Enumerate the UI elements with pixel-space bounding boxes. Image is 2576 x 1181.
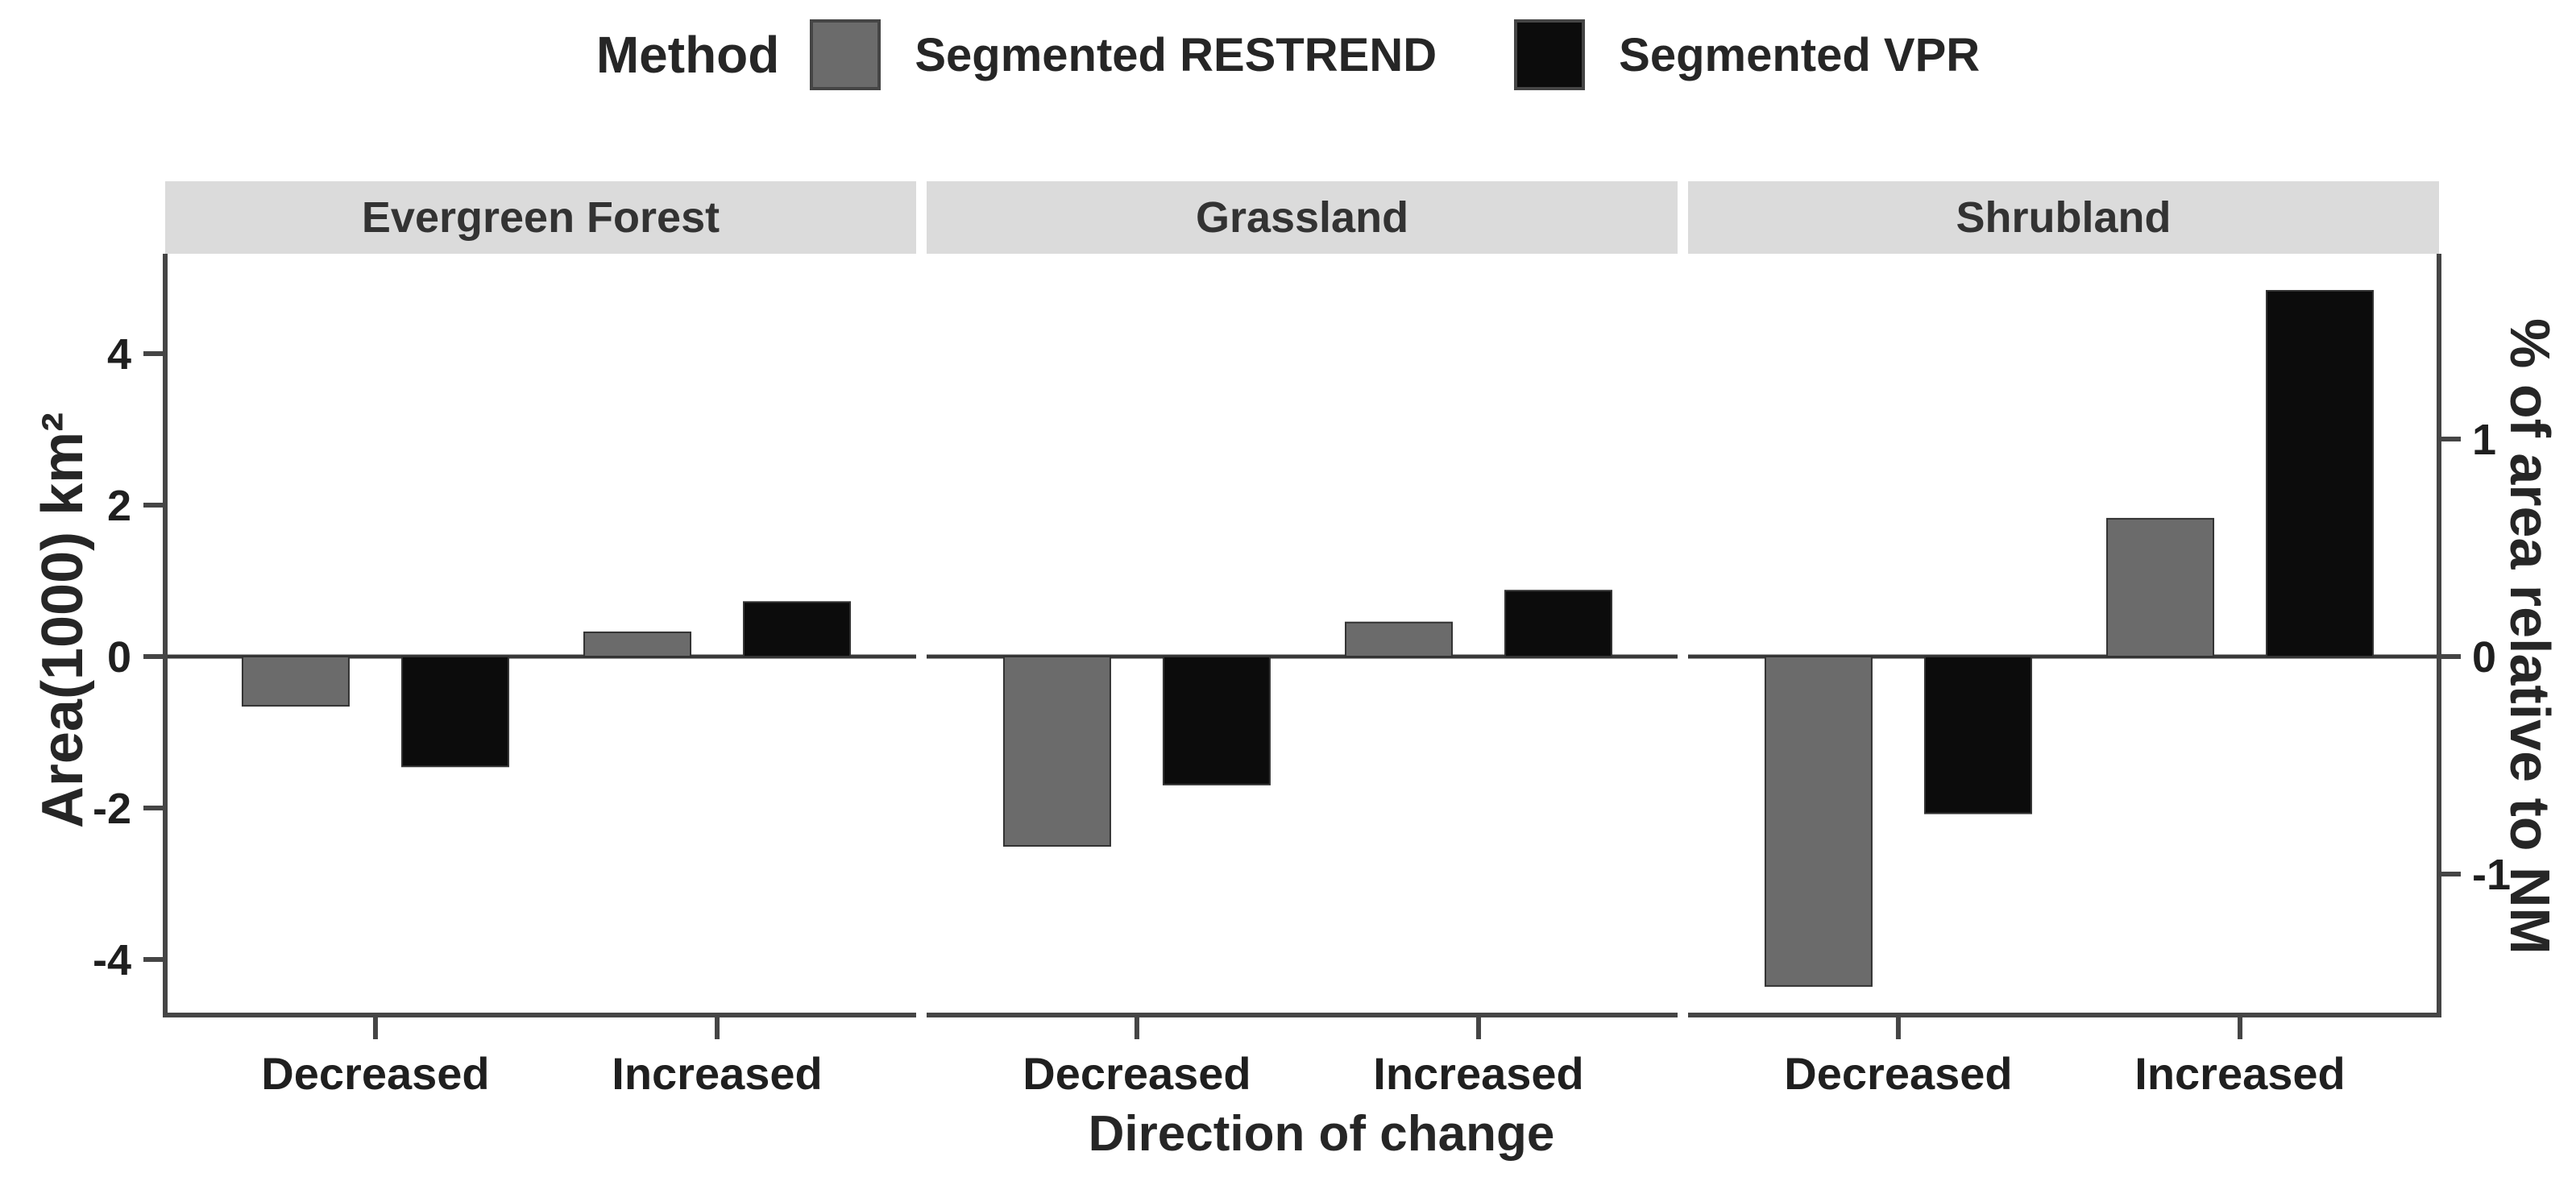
x-tick-label: Decreased <box>1023 1048 1251 1099</box>
bar-grassland-decreased-vpr <box>1162 656 1271 785</box>
bar-evergreen-forest-decreased-restrend <box>241 656 350 707</box>
zero-line <box>165 654 916 659</box>
right-tick-mark <box>2441 437 2461 441</box>
y-tick-label: 4 <box>107 330 131 379</box>
zero-line <box>927 654 1678 659</box>
x-axis-line <box>165 1013 916 1017</box>
bar-grassland-increased-vpr <box>1504 590 1613 657</box>
facet-strip-shrubland: Shrubland <box>1688 181 2439 254</box>
right-tick-label: -1 <box>2472 851 2511 899</box>
x-axis-line <box>927 1013 1678 1017</box>
y-tick-label: 0 <box>107 633 131 682</box>
x-tick-mark <box>1476 1017 1482 1039</box>
legend-swatch-vpr-icon <box>1514 19 1586 90</box>
x-tick-label: Decreased <box>261 1048 489 1099</box>
secondary-y-axis-title: % of area relative to NM <box>2499 318 2561 955</box>
y-tick-mark <box>143 503 163 508</box>
facet-label: Evergreen Forest <box>361 193 720 242</box>
legend-swatch-restrend-icon <box>810 19 881 90</box>
facet-label: Grassland <box>1195 193 1409 242</box>
x-tick-label: Increased <box>612 1048 823 1099</box>
x-tick-mark <box>2238 1017 2243 1039</box>
y-tick-mark <box>143 654 163 659</box>
x-axis-title: Direction of change <box>1088 1106 1555 1162</box>
x-tick-label: Decreased <box>1784 1048 2012 1099</box>
left-axis-line <box>163 254 168 1017</box>
facet-strip-grassland: Grassland <box>927 181 1678 254</box>
legend-title: Method <box>595 26 780 84</box>
y-tick-label: -2 <box>93 785 131 833</box>
x-tick-label: Increased <box>1373 1048 1584 1099</box>
legend-label-restrend: Segmented RESTREND <box>915 28 1437 81</box>
zero-line <box>1688 654 2439 659</box>
bar-evergreen-forest-increased-vpr <box>743 601 852 658</box>
bar-shrubland-decreased-restrend <box>1764 656 1873 987</box>
bar-shrubland-increased-vpr <box>2266 289 2375 657</box>
bar-grassland-decreased-restrend <box>1002 656 1111 847</box>
y-tick-label: 2 <box>107 482 131 530</box>
y-tick-mark <box>143 806 163 810</box>
x-axis-line <box>1688 1013 2439 1017</box>
y-axis-title: Area(1000) km² <box>31 412 95 829</box>
right-axis-line <box>2437 254 2441 1017</box>
right-tick-mark <box>2441 654 2461 659</box>
bar-shrubland-increased-restrend <box>2106 517 2215 657</box>
legend-label-vpr: Segmented VPR <box>1619 28 1981 81</box>
bar-evergreen-forest-increased-restrend <box>583 631 692 657</box>
bar-shrubland-decreased-vpr <box>1923 656 2032 814</box>
x-tick-mark <box>1134 1017 1139 1039</box>
y-tick-mark <box>143 351 163 356</box>
legend: Method Segmented RESTREND Segmented VPR <box>0 15 2576 95</box>
bar-evergreen-forest-decreased-vpr <box>400 656 509 768</box>
facet-label: Shrubland <box>1956 193 2172 242</box>
facet-strip-evergreen-forest: Evergreen Forest <box>165 181 916 254</box>
x-tick-mark <box>715 1017 720 1039</box>
right-tick-mark <box>2441 872 2461 876</box>
right-tick-label: 0 <box>2472 633 2496 682</box>
right-tick-label: 1 <box>2472 416 2496 464</box>
x-tick-mark <box>372 1017 378 1039</box>
x-tick-label: Increased <box>2134 1048 2346 1099</box>
x-tick-mark <box>1895 1017 1901 1039</box>
bar-grassland-increased-restrend <box>1345 621 1454 658</box>
y-tick-label: -4 <box>93 936 131 984</box>
y-tick-mark <box>143 957 163 962</box>
